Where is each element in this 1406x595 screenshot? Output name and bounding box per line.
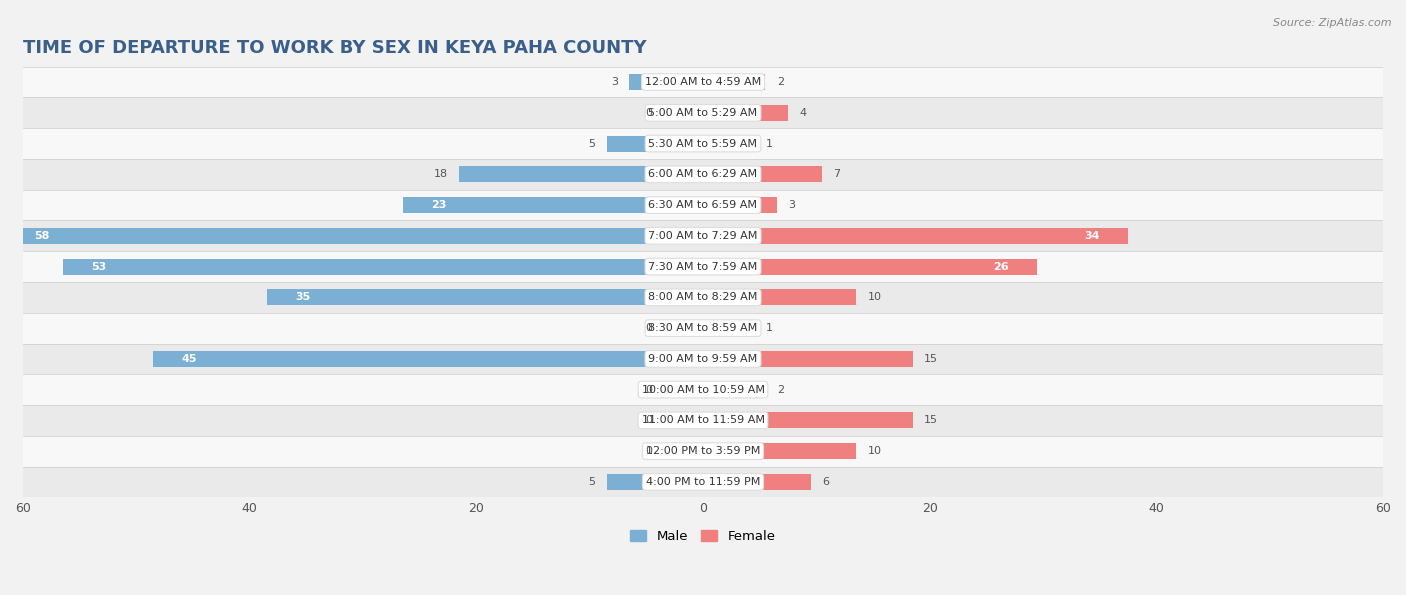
Bar [703,228,1128,244]
Text: 0: 0 [645,415,652,425]
Text: 2: 2 [776,384,783,394]
Bar [460,167,703,182]
Bar [703,259,1038,275]
Bar [22,466,1384,497]
Text: 5:30 AM to 5:59 AM: 5:30 AM to 5:59 AM [648,139,758,149]
Bar [22,221,1384,251]
Text: 9:00 AM to 9:59 AM: 9:00 AM to 9:59 AM [648,354,758,364]
Bar [267,289,703,305]
Text: 18: 18 [434,170,449,179]
Bar [606,474,703,490]
Bar [22,282,1384,313]
Bar [703,74,765,90]
Bar [664,412,703,428]
Text: 15: 15 [924,415,938,425]
Bar [703,289,856,305]
Text: 53: 53 [91,262,107,271]
Text: 35: 35 [295,292,311,302]
Bar [606,136,703,152]
Bar [63,259,703,275]
Text: 7:00 AM to 7:29 AM: 7:00 AM to 7:29 AM [648,231,758,241]
Text: 4:00 PM to 11:59 PM: 4:00 PM to 11:59 PM [645,477,761,487]
Text: 26: 26 [994,262,1010,271]
Bar [630,74,703,90]
Bar [703,105,787,121]
Bar [22,343,1384,374]
Text: 3: 3 [787,200,794,210]
Text: 12:00 PM to 3:59 PM: 12:00 PM to 3:59 PM [645,446,761,456]
Bar [703,320,754,336]
Bar [22,190,1384,221]
Bar [664,320,703,336]
Bar [703,412,912,428]
Text: Source: ZipAtlas.com: Source: ZipAtlas.com [1274,18,1392,28]
Text: 23: 23 [432,200,446,210]
Text: 34: 34 [1084,231,1099,241]
Text: 5: 5 [588,139,595,149]
Bar [22,436,1384,466]
Bar [22,374,1384,405]
Bar [22,128,1384,159]
Text: 12:00 AM to 4:59 AM: 12:00 AM to 4:59 AM [645,77,761,87]
Bar [664,105,703,121]
Text: 15: 15 [924,354,938,364]
Text: 4: 4 [800,108,807,118]
Bar [22,67,1384,98]
Text: 58: 58 [34,231,49,241]
Bar [153,351,703,367]
Text: TIME OF DEPARTURE TO WORK BY SEX IN KEYA PAHA COUNTY: TIME OF DEPARTURE TO WORK BY SEX IN KEYA… [22,39,647,57]
Bar [22,159,1384,190]
Text: 11:00 AM to 11:59 AM: 11:00 AM to 11:59 AM [641,415,765,425]
Text: 6: 6 [823,477,830,487]
Bar [22,405,1384,436]
Bar [402,197,703,213]
Text: 1: 1 [765,139,772,149]
Text: 8:30 AM to 8:59 AM: 8:30 AM to 8:59 AM [648,323,758,333]
Bar [703,474,811,490]
Text: 10: 10 [868,292,882,302]
Text: 5: 5 [588,477,595,487]
Bar [22,251,1384,282]
Text: 5:00 AM to 5:29 AM: 5:00 AM to 5:29 AM [648,108,758,118]
Bar [664,381,703,397]
Text: 8:00 AM to 8:29 AM: 8:00 AM to 8:29 AM [648,292,758,302]
Text: 0: 0 [645,384,652,394]
Text: 45: 45 [181,354,197,364]
Text: 10:00 AM to 10:59 AM: 10:00 AM to 10:59 AM [641,384,765,394]
Text: 3: 3 [612,77,619,87]
Text: 2: 2 [776,77,783,87]
Text: 6:30 AM to 6:59 AM: 6:30 AM to 6:59 AM [648,200,758,210]
Text: 0: 0 [645,323,652,333]
Text: 1: 1 [765,323,772,333]
Bar [664,443,703,459]
Legend: Male, Female: Male, Female [626,526,780,547]
Bar [22,98,1384,128]
Text: 10: 10 [868,446,882,456]
Text: 7: 7 [834,170,841,179]
Bar [703,381,765,397]
Bar [703,443,856,459]
Bar [703,197,776,213]
Bar [703,136,754,152]
Bar [703,167,823,182]
Text: 6:00 AM to 6:29 AM: 6:00 AM to 6:29 AM [648,170,758,179]
Text: 0: 0 [645,108,652,118]
Text: 7:30 AM to 7:59 AM: 7:30 AM to 7:59 AM [648,262,758,271]
Bar [6,228,703,244]
Bar [703,351,912,367]
Text: 0: 0 [645,446,652,456]
Bar [22,313,1384,343]
